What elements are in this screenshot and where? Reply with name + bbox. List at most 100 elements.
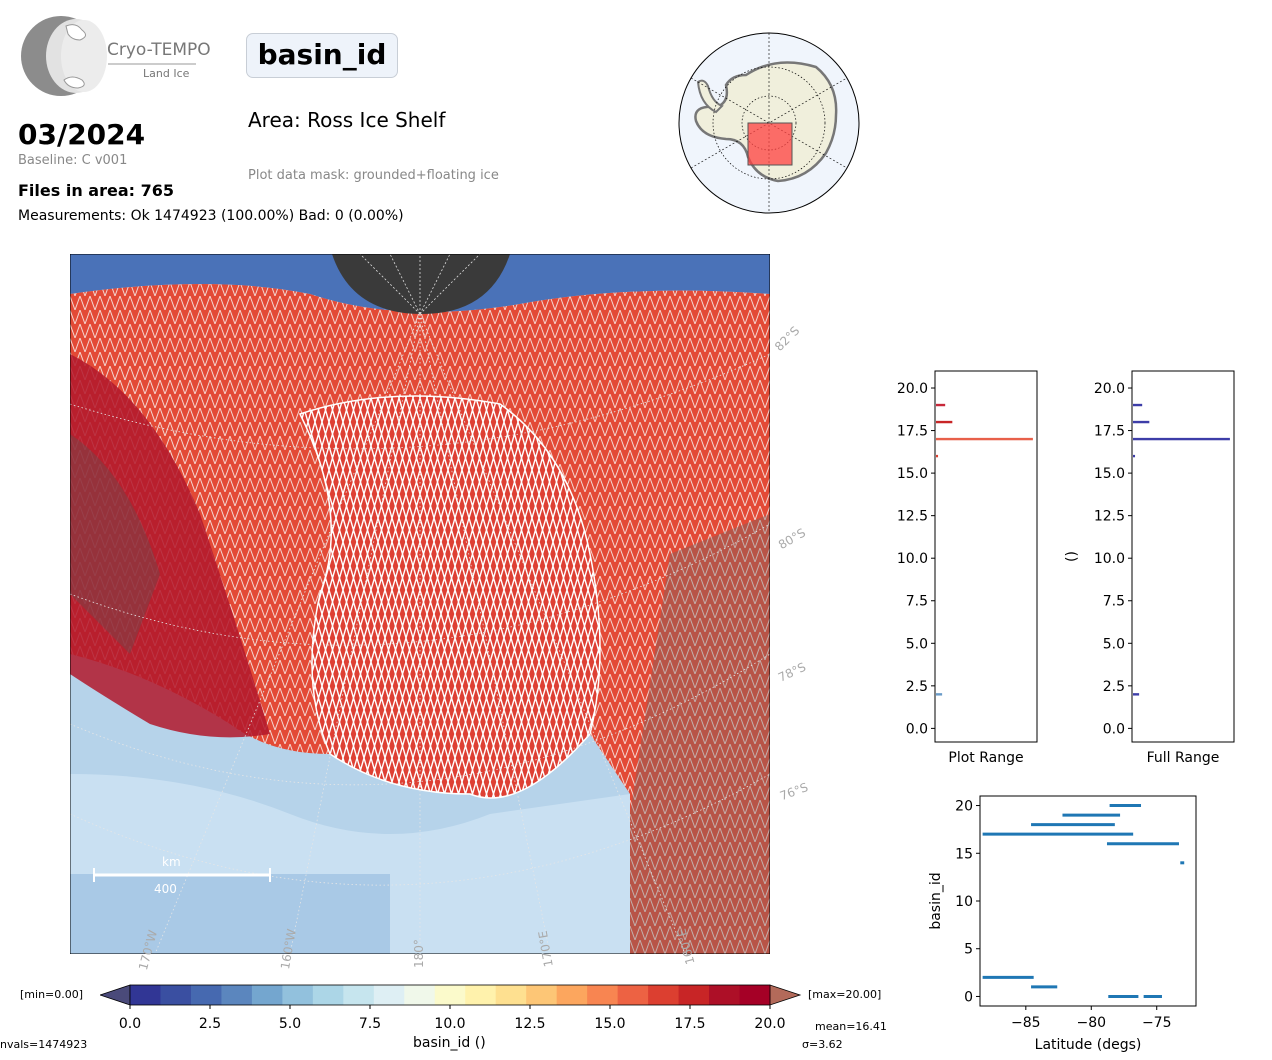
date-title: 03/2024 xyxy=(18,118,146,151)
histogram-ytick-label: 5.0 xyxy=(906,636,928,652)
scatter-xtick-label: −80 xyxy=(1076,1015,1106,1031)
area-title: Area: Ross Ice Shelf xyxy=(248,108,446,132)
histogram-plot-range: 0.0 2.5 5.0 7.5 10.0 12.5 15.0 17.5 20.0 Plot Ran… xyxy=(897,370,1038,766)
scatter-ytick-label: 0 xyxy=(964,989,973,1005)
scatter-xtick-label: −85 xyxy=(1011,1015,1041,1031)
histogram-bar xyxy=(1133,420,1150,424)
colorbar: 0.0 2.5 5.0 7.5 10.0 12.5 15.0 17.5 20.0 xyxy=(100,984,802,1032)
colorbar-swatch xyxy=(739,985,771,1005)
main-map: km 400 xyxy=(70,254,770,954)
histogram-ytick-label: 17.5 xyxy=(897,424,928,440)
colorbar-tick-label: 17.5 xyxy=(674,1016,705,1032)
histogram-bar xyxy=(936,403,946,407)
colorbar-tick-label: 2.5 xyxy=(199,1016,221,1032)
histogram-ytick-label: 12.5 xyxy=(1094,509,1125,525)
histogram-bar xyxy=(936,420,953,424)
latitude-scatter-plot: −85 −80 −75 0 5 10 15 20 Latitude (degs) basin_id xyxy=(928,795,1197,1053)
colorbar-swatch xyxy=(587,985,619,1005)
colorbar-label: basin_id () xyxy=(413,1035,486,1051)
colorbar-swatch xyxy=(343,985,375,1005)
histogram-bar xyxy=(936,693,943,696)
colorbar-under-arrow xyxy=(100,984,131,1006)
lat-label-82: 82°S xyxy=(772,323,803,354)
lat-label-76: 76°S xyxy=(778,780,810,804)
colorbar-tick-label: 5.0 xyxy=(279,1016,301,1032)
sigma-text: σ=3.62 xyxy=(802,1038,843,1051)
colorbar-tick-label: 15.0 xyxy=(594,1016,625,1032)
mask-text: Plot data mask: grounded+floating ice xyxy=(248,168,499,183)
histogram-ytick-label: 2.5 xyxy=(1103,679,1125,695)
scatter-ytick-label: 15 xyxy=(955,846,973,862)
histogram-ytick-label: 17.5 xyxy=(1094,424,1125,440)
files-in-area: Files in area: 765 xyxy=(18,181,174,200)
colorbar-swatch xyxy=(648,985,680,1005)
antarctica-inset-map xyxy=(678,32,860,214)
histogram-ytick-label: 15.0 xyxy=(897,466,928,482)
histogram-bar xyxy=(1133,403,1143,407)
colorbar-swatch xyxy=(160,985,192,1005)
logo-subtext: Land Ice xyxy=(143,67,190,80)
measurements-text: Measurements: Ok 1474923 (100.00%) Bad: … xyxy=(18,208,404,224)
histogram-bar xyxy=(1133,693,1140,696)
histogram-bar xyxy=(1133,437,1230,441)
colorbar-swatch xyxy=(526,985,558,1005)
scatter-ytick-label: 20 xyxy=(955,799,973,815)
lat-label-80: 80°S xyxy=(776,525,809,553)
colorbar-swatch xyxy=(678,985,710,1005)
colorbar-swatch xyxy=(282,985,314,1005)
scatter-axes xyxy=(979,795,1197,1007)
histogram-ytick-label: 10.0 xyxy=(897,551,928,567)
scalebar-unit: km xyxy=(162,855,181,869)
lat-label-78: 78°S xyxy=(776,659,809,685)
histogram-full-range: 0.0 2.5 5.0 7.5 10.0 12.5 15.0 17.5 20.0 Full Ran… xyxy=(1064,370,1235,766)
histogram-ytick-label: 10.0 xyxy=(1094,551,1125,567)
histogram-xlabel: Plot Range xyxy=(948,750,1023,766)
colorbar-swatch xyxy=(617,985,649,1005)
histogram-bar xyxy=(1133,454,1136,458)
colorbar-swatch xyxy=(465,985,497,1005)
histogram-ytick-label: 7.5 xyxy=(1103,594,1125,610)
lon-label-180: 180° xyxy=(412,939,426,968)
histogram-ytick-label: 20.0 xyxy=(897,381,928,397)
colorbar-over-arrow xyxy=(769,984,802,1006)
colorbar-tick-label: 0.0 xyxy=(119,1016,141,1032)
mean-text: mean=16.41 xyxy=(815,1020,887,1033)
logo-text: Cryo-TEMPO xyxy=(107,40,211,60)
nvals-text: nvals=1474923 xyxy=(0,1038,88,1051)
colorbar-swatch xyxy=(251,985,283,1005)
colorbar-swatch xyxy=(130,985,161,1005)
colorbar-tick-label: 10.0 xyxy=(434,1016,465,1032)
colorbar-swatch xyxy=(221,985,253,1005)
histogram-ytick-label: 7.5 xyxy=(906,594,928,610)
colorbar-min-label: [min=0.00] xyxy=(20,988,84,1001)
scatter-xtick-label: −75 xyxy=(1142,1015,1172,1031)
colorbar-tick-label: 20.0 xyxy=(754,1016,785,1032)
scatter-ylabel: basin_id xyxy=(928,872,944,929)
colorbar-max-label: [max=20.00] xyxy=(808,988,882,1001)
histogram-ytick-label: 5.0 xyxy=(1103,636,1125,652)
colorbar-swatch xyxy=(373,985,405,1005)
histogram-bar xyxy=(936,454,939,458)
colorbar-swatch xyxy=(495,985,527,1005)
histogram-ytick-label: 15.0 xyxy=(1094,466,1125,482)
scatter-ytick-label: 5 xyxy=(964,942,973,958)
histogram-axes xyxy=(934,370,1038,743)
histogram-ytick-label: 20.0 xyxy=(1094,381,1125,397)
histogram-ytick-label: 12.5 xyxy=(897,509,928,525)
histogram-ytick-label: 0.0 xyxy=(1103,721,1125,737)
histogram-bar xyxy=(936,437,1033,441)
cryo-tempo-logo xyxy=(21,16,196,96)
scalebar-value: 400 xyxy=(154,882,177,896)
histogram-ytick-label: 0.0 xyxy=(906,721,928,737)
colorbar-swatch xyxy=(404,985,436,1005)
histogram-xlabel: Full Range xyxy=(1147,750,1220,766)
colorbar-swatch xyxy=(190,985,222,1005)
baseline-text: Baseline: C v001 xyxy=(18,153,128,168)
colorbar-swatch xyxy=(556,985,588,1005)
variable-title: basin_id xyxy=(246,33,398,78)
colorbar-swatch xyxy=(434,985,466,1005)
histogram-ylabel: () xyxy=(1064,551,1080,562)
colorbar-swatch xyxy=(709,985,741,1005)
colorbar-tick-label: 12.5 xyxy=(514,1016,545,1032)
scatter-ytick-label: 10 xyxy=(955,894,973,910)
